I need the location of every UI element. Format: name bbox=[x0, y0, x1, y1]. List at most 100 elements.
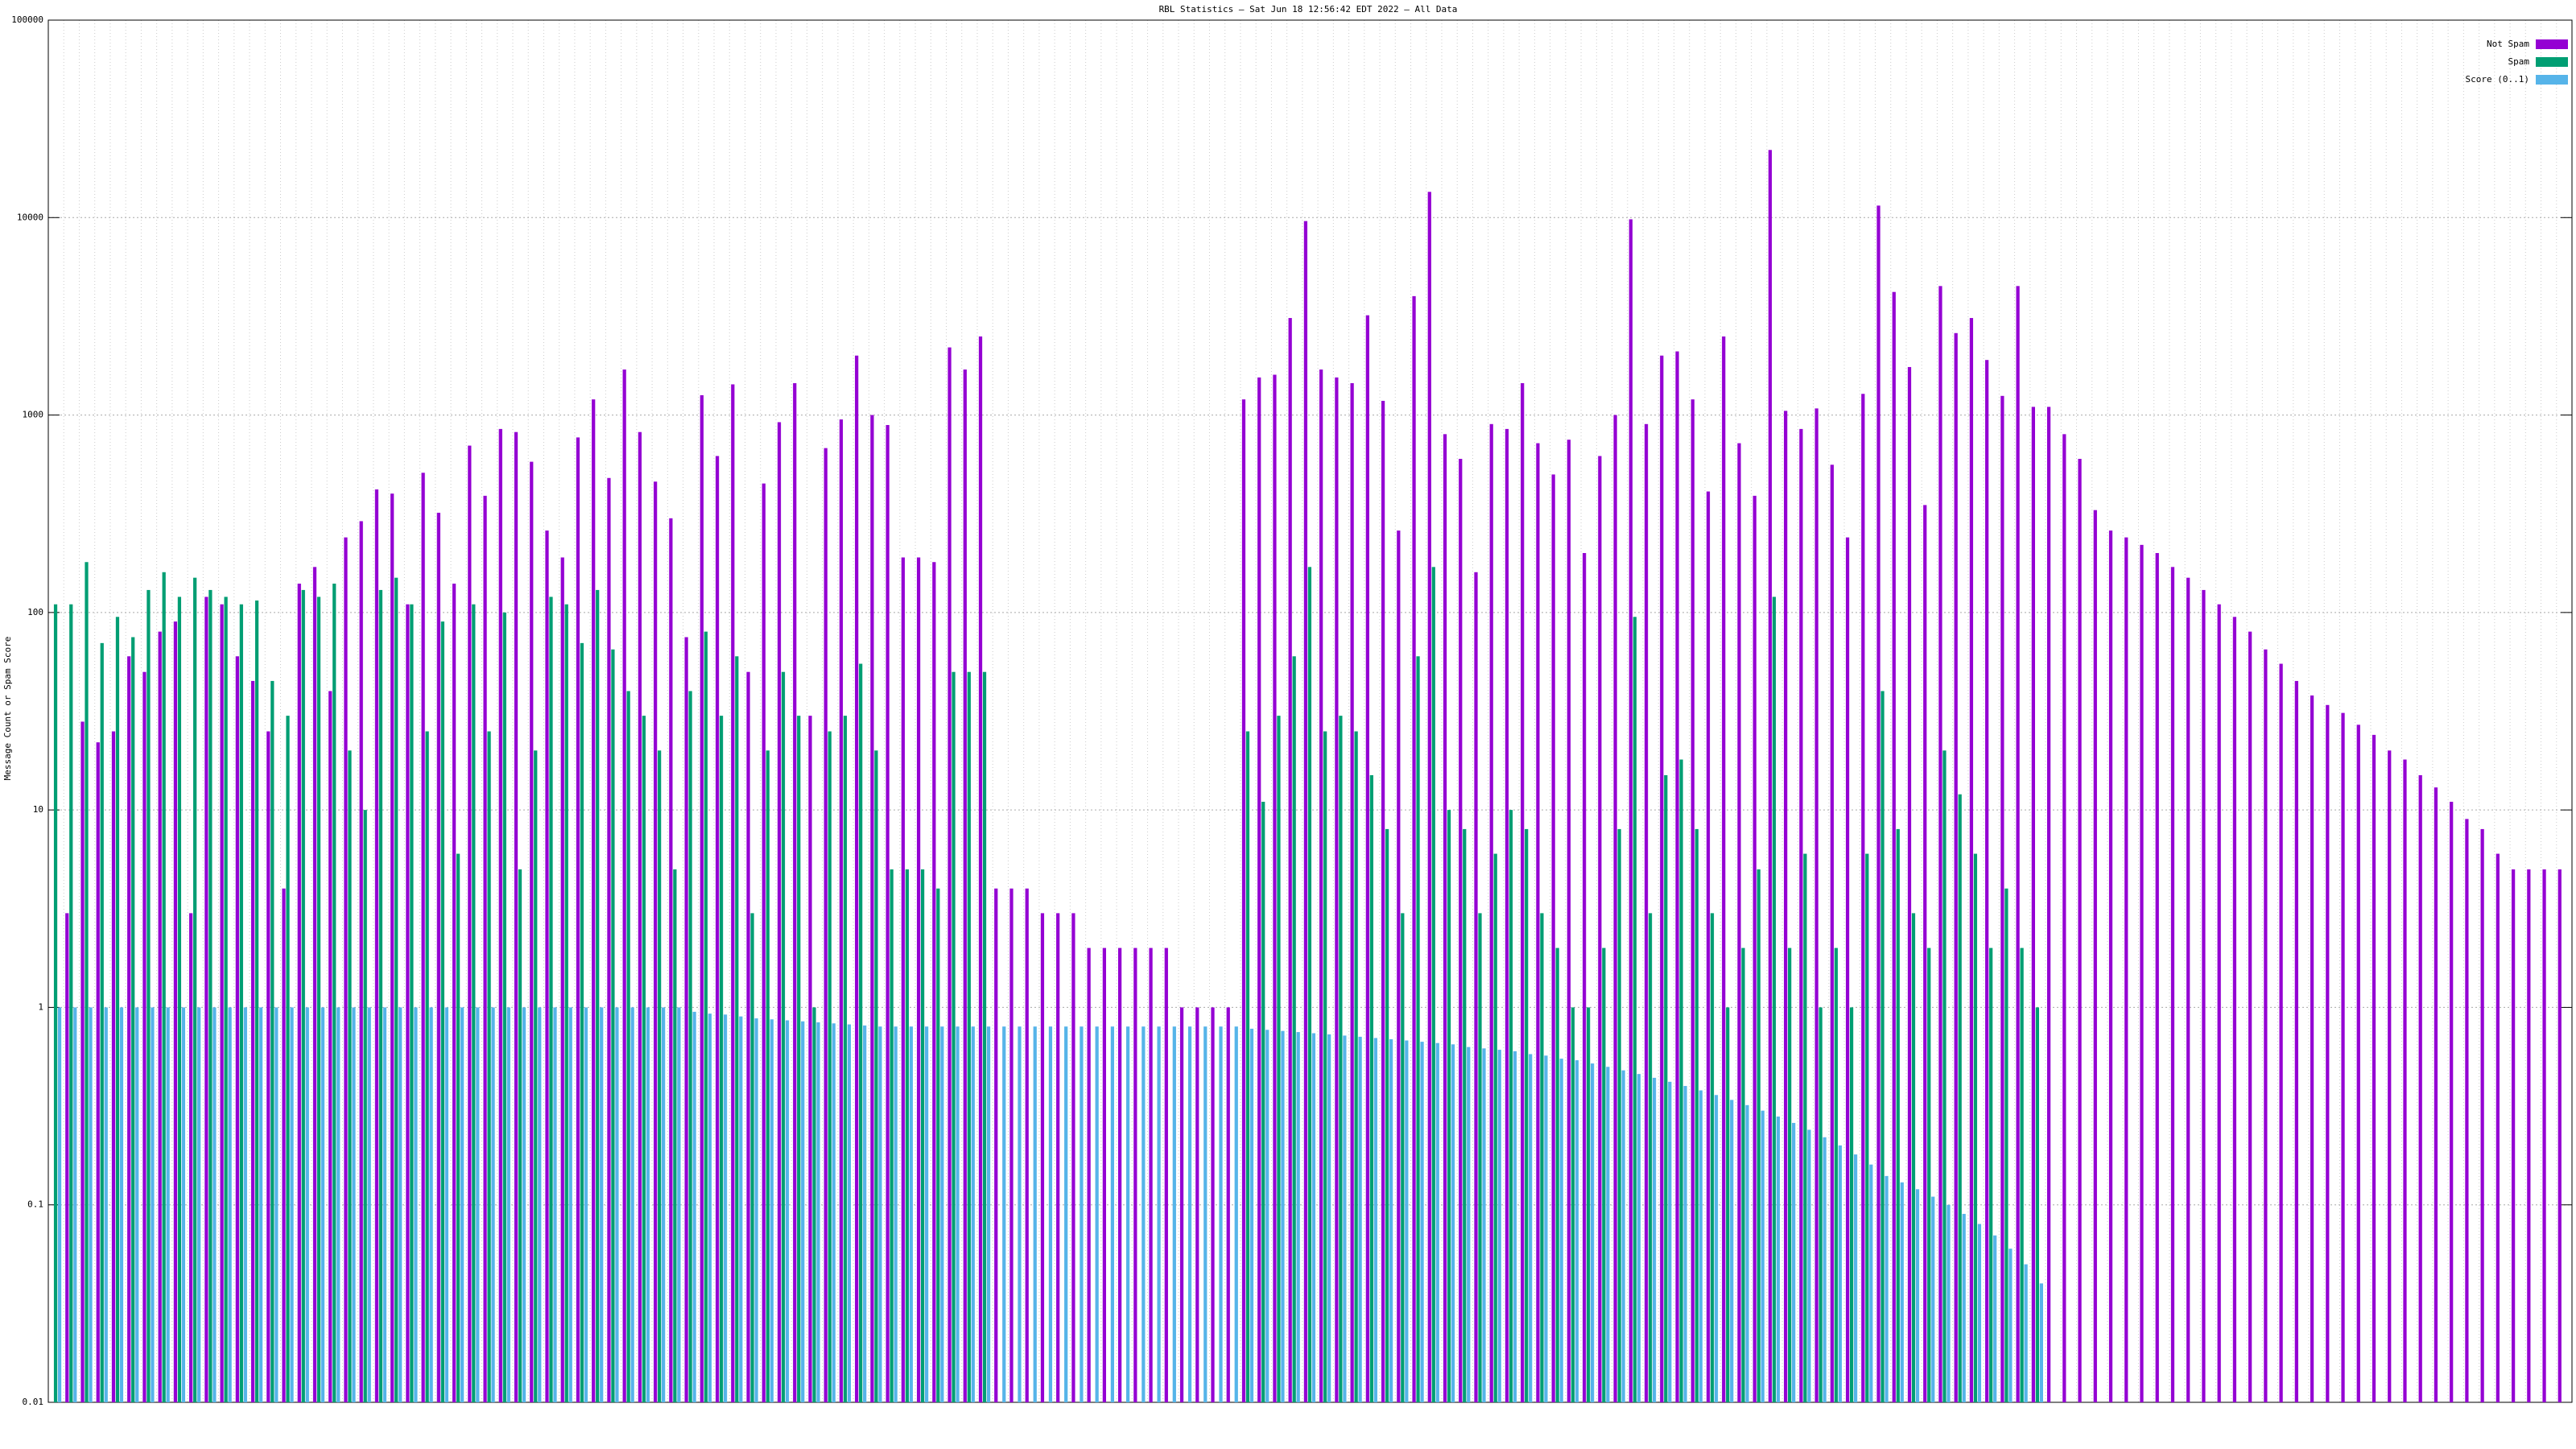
bar bbox=[1853, 1154, 1858, 1402]
bar bbox=[1946, 1204, 1951, 1402]
bar bbox=[336, 1007, 341, 1402]
bar bbox=[1675, 351, 1679, 1402]
bar bbox=[553, 1007, 557, 1402]
bar bbox=[832, 1023, 836, 1402]
bar bbox=[1722, 336, 1726, 1403]
bar bbox=[1931, 1196, 1935, 1402]
bar bbox=[816, 1022, 820, 1402]
bar bbox=[456, 853, 460, 1402]
bar bbox=[1489, 423, 1493, 1402]
bar bbox=[1551, 474, 1555, 1402]
bar bbox=[824, 448, 828, 1403]
bar bbox=[2024, 1264, 2028, 1402]
bar bbox=[320, 1007, 325, 1402]
bar bbox=[611, 649, 615, 1402]
bar bbox=[502, 612, 506, 1402]
bar bbox=[863, 1025, 867, 1402]
legend-label: Spam bbox=[2508, 56, 2530, 67]
bar bbox=[1818, 1007, 1823, 1402]
bar bbox=[847, 1024, 852, 1402]
bar bbox=[1741, 947, 1745, 1402]
bar bbox=[1896, 828, 1900, 1402]
bar bbox=[1915, 1189, 1920, 1402]
bar bbox=[1339, 716, 1343, 1402]
bar bbox=[1834, 947, 1838, 1402]
bar bbox=[1149, 947, 1153, 1402]
bar bbox=[290, 1007, 294, 1402]
bar bbox=[1591, 1063, 1595, 1402]
bar bbox=[2170, 567, 2175, 1402]
bar bbox=[1385, 828, 1389, 1402]
bar bbox=[53, 604, 58, 1402]
bar bbox=[266, 731, 270, 1402]
bar bbox=[2542, 869, 2546, 1402]
bar bbox=[2527, 869, 2531, 1402]
bar bbox=[673, 869, 677, 1402]
bar bbox=[2124, 537, 2128, 1403]
bar bbox=[1018, 1026, 1022, 1402]
chart-title: RBL Statistics — Sat Jun 18 12:56:42 EDT… bbox=[1159, 4, 1458, 14]
bar bbox=[1761, 1110, 1765, 1402]
bar bbox=[390, 493, 394, 1402]
bar bbox=[65, 913, 69, 1402]
bar bbox=[1907, 366, 1912, 1403]
bar bbox=[568, 1007, 572, 1402]
bar bbox=[801, 1021, 805, 1402]
bar bbox=[982, 671, 987, 1402]
bar bbox=[382, 1007, 387, 1402]
bar bbox=[1164, 947, 1168, 1402]
bar bbox=[1033, 1026, 1037, 1402]
bar bbox=[1737, 443, 1741, 1403]
bar bbox=[1401, 913, 1405, 1402]
bar bbox=[440, 621, 444, 1402]
bar bbox=[2016, 286, 2020, 1403]
bar bbox=[592, 399, 596, 1402]
bar bbox=[1265, 1030, 1269, 1402]
bar bbox=[994, 888, 998, 1402]
bar bbox=[1474, 572, 1478, 1402]
bar bbox=[406, 604, 410, 1402]
legend-swatch bbox=[2536, 75, 2568, 85]
bar bbox=[181, 1007, 186, 1402]
bar bbox=[1226, 1007, 1230, 1402]
bar bbox=[1706, 491, 1711, 1402]
bar bbox=[1679, 759, 1683, 1402]
bar bbox=[1405, 1040, 1409, 1402]
bar bbox=[1447, 810, 1451, 1402]
bar bbox=[607, 477, 611, 1402]
bar bbox=[460, 1007, 464, 1402]
bar bbox=[1327, 1034, 1331, 1402]
bar bbox=[2326, 704, 2330, 1402]
bar bbox=[1710, 913, 1715, 1402]
bar bbox=[452, 584, 456, 1402]
bar bbox=[859, 663, 863, 1402]
bar bbox=[936, 888, 940, 1402]
bar bbox=[491, 1007, 495, 1402]
bar bbox=[642, 716, 646, 1402]
bar bbox=[704, 631, 708, 1402]
bar bbox=[1772, 597, 1777, 1402]
bar bbox=[1885, 1175, 1889, 1402]
bar bbox=[472, 604, 476, 1402]
bar bbox=[367, 1007, 371, 1402]
bar bbox=[646, 1007, 650, 1402]
bar bbox=[1823, 1137, 1827, 1402]
bar bbox=[967, 671, 971, 1402]
bar bbox=[2372, 734, 2376, 1402]
bar bbox=[1664, 774, 1668, 1402]
bar bbox=[622, 369, 626, 1402]
bar bbox=[2202, 589, 2206, 1402]
legend-swatch bbox=[2536, 39, 2568, 49]
bar bbox=[73, 1007, 77, 1402]
bar bbox=[363, 810, 367, 1402]
bar bbox=[978, 336, 983, 1403]
bar bbox=[630, 1007, 634, 1402]
bar bbox=[151, 1007, 155, 1402]
bar bbox=[394, 577, 398, 1402]
bar bbox=[1110, 1026, 1115, 1402]
bar bbox=[2294, 680, 2298, 1402]
bar bbox=[700, 394, 704, 1403]
bar bbox=[870, 415, 874, 1402]
bar bbox=[1389, 1038, 1393, 1402]
bar bbox=[2155, 553, 2159, 1402]
